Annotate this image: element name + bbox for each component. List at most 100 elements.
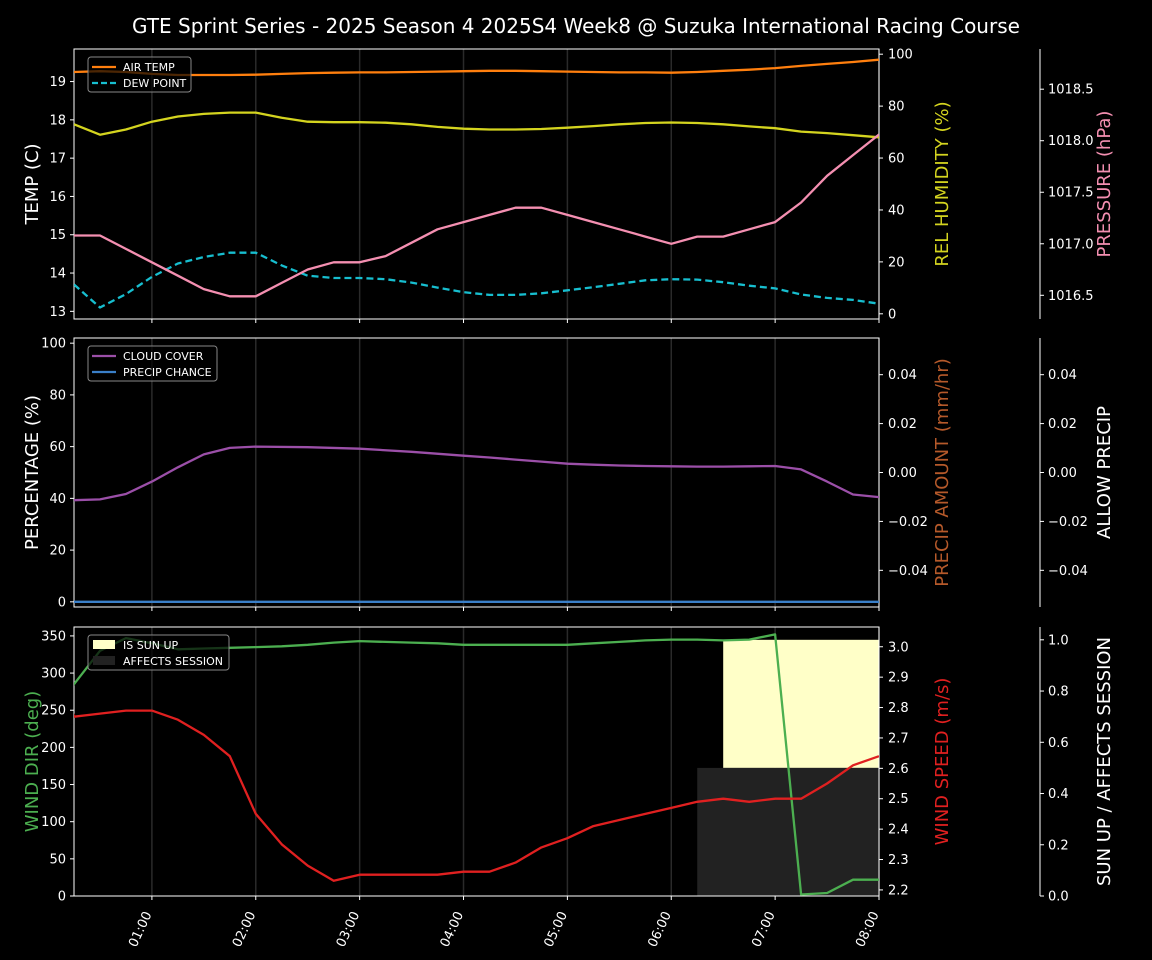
sun-up-band [723,639,879,768]
right2-tick-label: −0.04 [1048,564,1088,579]
legend: CLOUD COVER PRECIP CHANCE [87,345,218,382]
right-tick-label: 60 [888,152,905,167]
right-tick-label: 3.0 [888,640,909,655]
right-tick-label: 2.2 [888,883,909,898]
right-tick-label: 2.8 [888,701,909,716]
right2-tick-label: 0.4 [1048,787,1069,802]
panel-precipitation: 0 20 40 60 80 100 −0.04 −0.02 0.00 0.02 0.04 −0.04 −… [22,337,1115,611]
left-tick-label: 150 [41,778,66,793]
x-tick-label: 01:00 [126,909,155,949]
left-tick-label: 13 [49,305,66,320]
right2-tick-label: −0.02 [1048,515,1088,530]
right-tick-label: 0.04 [888,368,917,383]
plot-frame [73,626,880,897]
right-tick-label: 80 [888,100,905,115]
right2-tick-label: 0.2 [1048,838,1069,853]
left-tick-label: 350 [41,629,66,644]
left-axis-label: WIND DIR (deg) [22,691,43,833]
left-tick-label: 40 [49,492,66,507]
right-axis-2-label: PRESSURE (hPa) [1094,111,1115,258]
right-tick-label: 2.6 [888,762,909,777]
legend-label: CLOUD COVER [123,350,204,363]
plot-frame [73,48,880,320]
right2-tick-label: 1018.5 [1048,83,1094,98]
right-tick-label: −0.04 [888,564,928,579]
affects-session-band [697,767,879,896]
left-tick-label: 200 [41,741,66,756]
right-tick-label: 2.5 [888,792,909,807]
x-tick-label: 08:00 [853,909,882,949]
left-tick-label: 100 [41,337,66,352]
right-tick-label: 2.4 [888,823,909,838]
x-tick-label: 04:00 [438,909,467,949]
legend: IS SUN UP AFFECTS SESSION [87,634,230,671]
legend-swatch [93,640,115,649]
right-axis-1-label: WIND SPEED (m/s) [932,678,953,846]
left-tick-label: 100 [41,815,66,830]
right2-tick-label: 0.8 [1048,685,1069,700]
left-tick-label: 0 [58,890,66,905]
right-tick-label: 2.3 [888,853,909,868]
right-axis-1-label: REL HUMIDITY (%) [932,101,953,266]
right-tick-label: 0.00 [888,466,917,481]
right-axis-2-label: SUN UP / AFFECTS SESSION [1094,637,1115,886]
right-tick-label: 100 [888,48,913,63]
x-tick-label: 07:00 [749,909,778,949]
series-dew-point [74,251,879,309]
left-tick-label: 300 [41,667,66,682]
left-axis-label: PERCENTAGE (%) [22,395,43,550]
right2-tick-label: 0.0 [1048,890,1069,905]
right2-tick-label: 1017.0 [1048,237,1094,252]
left-tick-label: 19 [49,75,66,90]
left-tick-label: 16 [49,190,66,205]
right2-tick-label: 0.00 [1048,466,1077,481]
right-tick-label: 2.7 [888,731,909,746]
left-tick-label: 250 [41,704,66,719]
legend-box [87,345,218,382]
legend-swatch [93,656,115,665]
right-tick-label: 20 [888,255,905,270]
left-tick-label: 15 [49,228,66,243]
panel-temperature: 13 14 15 16 17 18 19 0 20 40 60 80 100 1016.5 1017.0 10… [22,48,1115,323]
right-tick-label: 40 [888,203,905,218]
left-axis-label: TEMP (C) [22,143,43,225]
legend-box [87,634,230,671]
left-tick-label: 14 [49,267,66,282]
series-wind-speed [74,709,879,882]
right2-tick-label: 1016.5 [1048,289,1094,304]
right2-tick-label: 1.0 [1048,633,1069,648]
legend-label: PRECIP CHANCE [123,366,212,379]
right2-tick-label: 0.02 [1048,417,1077,432]
right2-tick-label: 1017.5 [1048,186,1094,201]
series-cloud-cover [74,445,879,502]
panel-wind: 01:00 02:00 03:00 04:00 05:00 06:00 07:00 08:00… [22,626,1115,950]
right2-tick-label: 0.04 [1048,368,1077,383]
left-tick-label: 60 [49,440,66,455]
right2-tick-label: 1018.0 [1048,134,1094,149]
right2-tick-label: 0.6 [1048,736,1069,751]
legend: AIR TEMP DEW POINT [87,56,192,93]
chart-title: GTE Sprint Series - 2025 Season 4 2025S4… [132,14,1020,38]
legend-label: AIR TEMP [123,61,175,74]
left-tick-label: 0 [58,595,66,610]
left-tick-label: 20 [49,544,66,559]
series-rel-humidity [74,111,879,139]
legend-label: AFFECTS SESSION [123,655,223,668]
left-tick-label: 80 [49,388,66,403]
x-tick-label: 05:00 [542,909,571,949]
x-tick-label: 06:00 [645,909,674,949]
right-axis-1-label: PRECIP AMOUNT (mm/hr) [932,358,953,587]
x-tick-label: 03:00 [334,909,363,949]
right-tick-label: 0 [888,307,896,322]
x-tick-label: 02:00 [230,909,259,949]
series-pressure [74,133,879,298]
left-tick-label: 18 [49,113,66,128]
right-tick-label: −0.02 [888,515,928,530]
left-tick-label: 17 [49,152,66,167]
right-tick-label: 2.9 [888,671,909,686]
legend-label: DEW POINT [123,77,187,90]
right-tick-label: 0.02 [888,417,917,432]
legend-label: IS SUN UP [123,639,179,652]
right-axis-2-label: ALLOW PRECIP [1094,406,1115,539]
